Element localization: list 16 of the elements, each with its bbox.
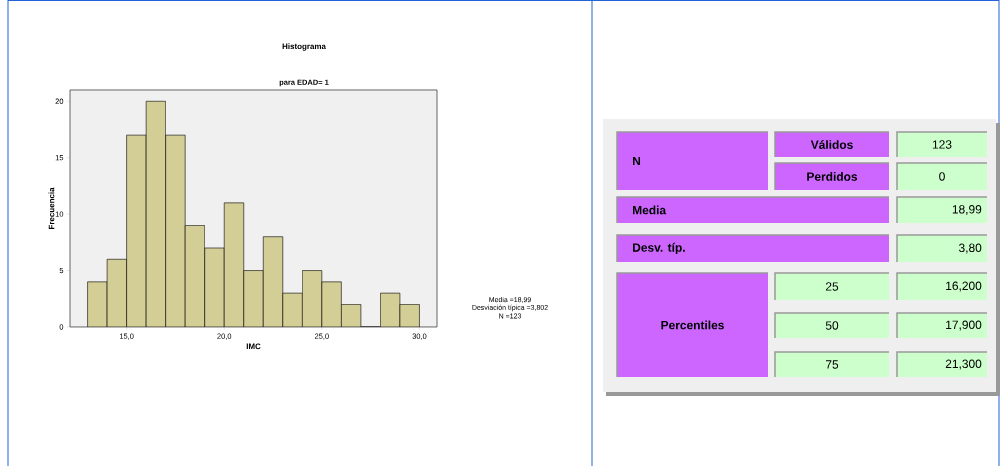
text: 50 (825, 321, 839, 330)
text: 17,900 (946, 320, 982, 331)
text: 18,99 (952, 205, 982, 215)
text: 21,300 (945, 359, 982, 370)
text: Válidos (810, 140, 853, 149)
text: 3,80 (958, 243, 982, 254)
text: Perdidos (807, 172, 858, 181)
text: Percentiles (661, 320, 724, 330)
text: 123 (932, 140, 952, 149)
text: 16,200 (946, 281, 982, 292)
text: 25 (825, 282, 839, 291)
text: Desv. típ. (633, 242, 685, 255)
text: 75 (825, 360, 839, 369)
text: 0 (939, 172, 945, 181)
text: Media (633, 205, 667, 215)
text: N (633, 156, 641, 166)
